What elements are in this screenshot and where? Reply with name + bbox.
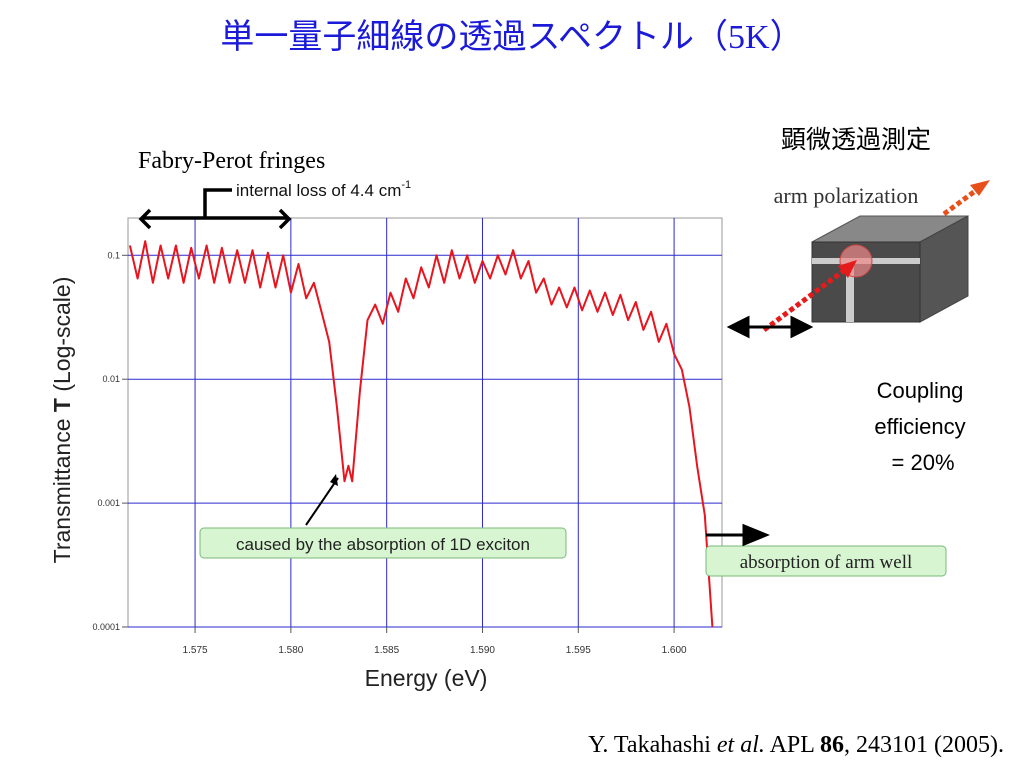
- loss-text: internal loss of 4.4 cm: [236, 181, 401, 200]
- x-tick-label: 1.580: [278, 645, 303, 656]
- citation-part: APL: [765, 732, 820, 758]
- y-tick-label: 0.01: [102, 374, 120, 384]
- citation: Y. Takahashi et al. APL 86, 243101 (2005…: [588, 732, 1004, 758]
- pointer-head: [330, 474, 338, 486]
- coupling-line: Coupling: [877, 378, 964, 403]
- polarization-label: arm polarization: [774, 183, 919, 208]
- exciton-box: [199, 527, 567, 559]
- fringes-label: Fabry-Perot fringes: [138, 148, 325, 174]
- arm-well-label: absorption of arm well: [740, 552, 913, 573]
- coupling-line: = 20%: [885, 450, 954, 475]
- loss-label: internal loss of 4.4 cm-1: [236, 179, 411, 200]
- fringe-bracket: [138, 188, 292, 230]
- slide-title: 単一量子細線の透過スペクトル（5K）: [220, 18, 803, 56]
- measurement-label: 顕微透過測定: [781, 126, 931, 154]
- exciton-label: caused by the absorption of 1D exciton: [236, 535, 530, 554]
- spectrum-line: [128, 240, 714, 628]
- y-tick-label: 0.1: [107, 250, 120, 260]
- y-tick-label: 0.0001: [92, 622, 120, 632]
- stem-well: [846, 264, 854, 322]
- plot: [128, 240, 714, 628]
- citation-part: 86: [820, 732, 844, 758]
- beam-out-head: [970, 180, 990, 196]
- y-label-part: (Log-scale): [49, 277, 75, 398]
- citation-part: et al.: [717, 732, 765, 758]
- citation-part: , 243101 (2005).: [844, 732, 1004, 758]
- x-tick-label: 1.600: [662, 645, 687, 656]
- loss-sup: -1: [401, 179, 411, 191]
- polarization-arrow: [726, 315, 814, 339]
- x-axis-label: Energy (eV): [365, 665, 488, 691]
- beam-head: [838, 260, 857, 278]
- coupling-line: efficiency: [874, 414, 965, 439]
- x-tick-label: 1.590: [470, 645, 495, 656]
- grid: 0.0001 0.001 0.01 0.1 1.575 1.580 1.585 1.590 1.…: [92, 218, 722, 656]
- x-tick-label: 1.585: [374, 645, 399, 656]
- arm-well-arrow: [706, 523, 770, 547]
- x-tick-label: 1.575: [183, 645, 208, 656]
- beam-in: [762, 263, 852, 333]
- arm-well-box: [705, 545, 947, 577]
- y-label-part: T: [49, 398, 75, 412]
- exciton-pointer: [305, 477, 339, 526]
- plot-area: [127, 217, 723, 628]
- citation-part: Y. Takahashi: [588, 732, 717, 758]
- x-tick-label: 1.595: [566, 645, 591, 656]
- y-tick-label: 0.001: [97, 498, 120, 508]
- y-label-part: Transmittance: [49, 412, 75, 563]
- y-axis-label: Transmittance T (Log-scale): [49, 277, 75, 564]
